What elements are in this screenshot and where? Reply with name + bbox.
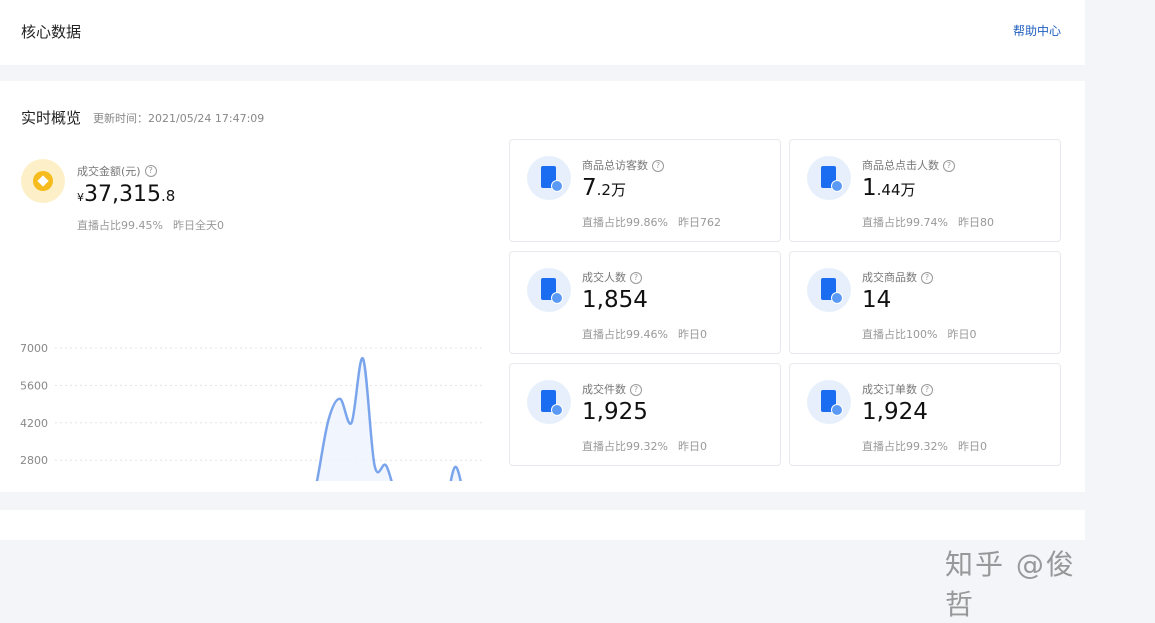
series-line [315, 357, 462, 481]
help-icon[interactable]: ? [144, 164, 157, 177]
metric-value: 1,854 [582, 287, 648, 313]
metric-value: 14 [862, 287, 892, 313]
help-icon[interactable]: ? [921, 272, 933, 284]
gmv-meta: 直播占比99.45% 昨日全天0 [77, 219, 224, 232]
help-center-link[interactable]: 帮助中心 [1012, 24, 1061, 38]
watermark: 知乎 @俊哲 [945, 548, 1076, 621]
metric-card: 成交件数? 1,925 直播占比99.32% 昨日0 [509, 363, 781, 466]
metric-meta: 直播占比99.46% 昨日0 [582, 328, 707, 341]
bag-icon [527, 380, 571, 424]
order-icon [807, 380, 851, 424]
section-title: 实时概览 [21, 109, 82, 127]
y-tick-label: 4200 [20, 417, 48, 430]
help-icon[interactable]: ? [630, 384, 642, 396]
metric-value: 1,925 [582, 399, 648, 425]
coin-icon [21, 159, 65, 203]
metric-value: 7.2万 [582, 175, 626, 201]
gmv-label: 成交金额(元)? [77, 160, 157, 179]
page-title: 核心数据 [21, 23, 82, 41]
help-icon[interactable]: ? [652, 160, 664, 172]
realtime-overview-panel: 实时概览 更新时间：2021/05/24 17:47:09 成交金额(元)? ¥… [0, 81, 1085, 621]
gmv-trend-chart: 01400280042005600700000:0002:3005:0007:3… [20, 342, 484, 481]
update-time: 更新时间：2021/05/24 17:47:09 [93, 112, 265, 125]
metric-value: 1.44万 [862, 175, 916, 201]
y-tick-label: 7000 [20, 342, 48, 355]
metric-meta: 直播占比100% 昨日0 [862, 328, 977, 341]
y-tick-label: 5600 [20, 379, 48, 392]
metric-card: 成交商品数? 14 直播占比100% 昨日0 [789, 251, 1061, 354]
metric-card: 商品总点击人数? 1.44万 直播占比99.74% 昨日80 [789, 139, 1061, 242]
help-icon[interactable]: ? [943, 160, 955, 172]
metric-card: 成交人数? 1,854 直播占比99.46% 昨日0 [509, 251, 781, 354]
metric-meta: 直播占比99.74% 昨日80 [862, 216, 994, 229]
click-icon [807, 156, 851, 200]
gmv-value: ¥37,315.8 [77, 182, 176, 207]
metric-meta: 直播占比99.32% 昨日0 [862, 440, 987, 453]
area-fill [316, 358, 461, 481]
help-icon[interactable]: ? [630, 272, 642, 284]
metric-card: 成交订单数? 1,924 直播占比99.32% 昨日0 [789, 363, 1061, 466]
help-icon[interactable]: ? [921, 384, 933, 396]
metric-value: 1,924 [862, 399, 928, 425]
metric-card: 商品总访客数? 7.2万 直播占比99.86% 昨日762 [509, 139, 781, 242]
core-data-header: 核心数据 帮助中心 [0, 0, 1085, 65]
visitor-icon [527, 156, 571, 200]
y-tick-label: 2800 [20, 454, 48, 467]
metric-meta: 直播占比99.86% 昨日762 [582, 216, 721, 229]
next-panel [0, 510, 1085, 540]
buyer-icon [527, 268, 571, 312]
product-icon [807, 268, 851, 312]
metric-meta: 直播占比99.32% 昨日0 [582, 440, 707, 453]
